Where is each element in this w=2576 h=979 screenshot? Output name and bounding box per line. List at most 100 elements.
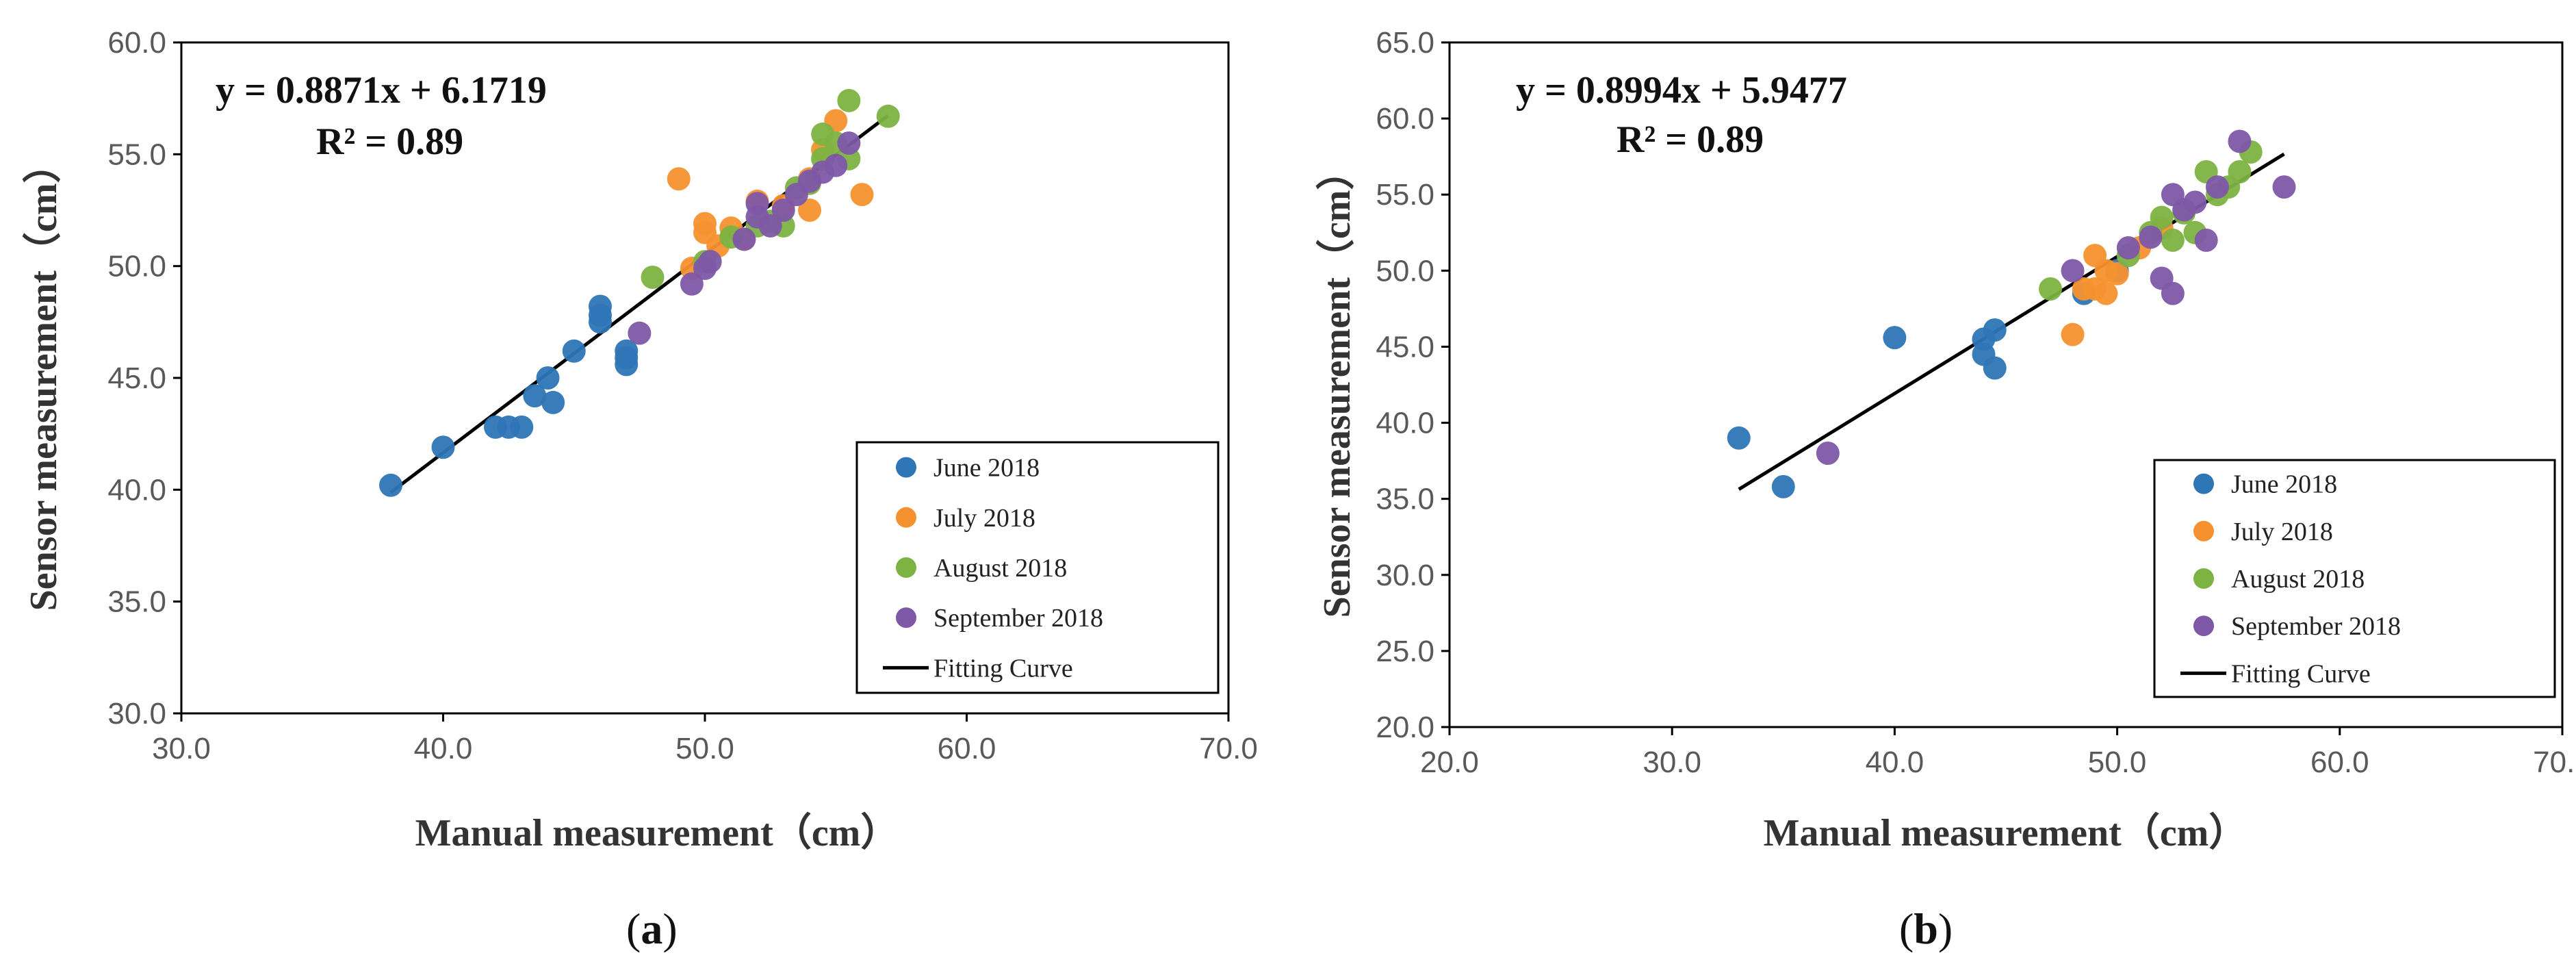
- chart-a-point-september-2018: [771, 199, 795, 222]
- chart-b-point-september-2018: [2161, 281, 2185, 305]
- chart-a-point-june-2018: [536, 366, 560, 390]
- chart-a-point-september-2018: [837, 131, 861, 155]
- chart-b-legend-label-june-2018: June 2018: [2231, 470, 2337, 499]
- chart-b-point-june-2018: [1983, 356, 2007, 380]
- chart-a-y-tick-label: 55.0: [107, 138, 166, 171]
- chart-a-point-september-2018: [628, 321, 652, 345]
- chart-a-r2: R² = 0.89: [316, 120, 463, 163]
- chart-b-y-tick-label: 20.0: [1376, 711, 1434, 744]
- chart-a-point-august-2018: [876, 104, 900, 128]
- chart-b-points: [1727, 129, 2296, 498]
- chart-a-x-tick-label: 70.0: [1199, 732, 1258, 765]
- chart-a-y-tick-label: 45.0: [107, 361, 166, 395]
- chart-b-x-tick-label: 60.0: [2310, 746, 2369, 779]
- chart-b-x-tick-label: 20.0: [1420, 746, 1479, 779]
- chart-b-legend-label-september-2018: September 2018: [2231, 612, 2401, 641]
- chart-b-x-tick-label: 50.0: [2088, 746, 2147, 779]
- chart-a-x-tick-label: 30.0: [152, 732, 211, 765]
- chart-a-point-september-2018: [680, 272, 704, 296]
- chart-b-axes: 20.0 30.0 40.0 50.0 60.0 70.0 20.0 25.0 30.0 35.0…: [1376, 26, 2576, 779]
- chart-b-point-september-2018: [2116, 236, 2140, 259]
- chart-b-point-june-2018: [1727, 426, 1751, 450]
- chart-b-y-tick-label: 45.0: [1376, 330, 1434, 364]
- chart-b-legend-swatch-september-2018: [2193, 615, 2214, 637]
- chart-a-panel-label: (a): [626, 904, 678, 953]
- chart-b-legend-label-july-2018: July 2018: [2231, 518, 2333, 546]
- chart-b-legend-label-august-2018: August 2018: [2231, 565, 2365, 594]
- chart-a-point-june-2018: [541, 390, 565, 414]
- chart-b-x-tick-label: 30.0: [1643, 746, 1701, 779]
- chart-a-point-august-2018: [837, 88, 861, 112]
- chart-a-panel-letter: a: [641, 904, 662, 953]
- chart-b-point-august-2018: [2161, 228, 2185, 252]
- chart-a-axes: 30.0 40.0 50.0 60.0 70.0 30.0 35.0 40.0 45.0 50.0…: [107, 26, 1257, 765]
- chart-b-legend-swatch-july-2018: [2193, 520, 2214, 542]
- chart-a-legend-label-fitting-curve: Fitting Curve: [933, 654, 1073, 683]
- chart-b-point-july-2018: [2061, 322, 2085, 346]
- chart-a-point-september-2018: [698, 250, 722, 274]
- chart-a-point-july-2018: [667, 167, 691, 191]
- chart-a-point-june-2018: [431, 435, 455, 459]
- chart-b-point-september-2018: [2061, 259, 2085, 283]
- chart-b-point-september-2018: [2194, 228, 2218, 252]
- chart-b-point-september-2018: [2272, 175, 2296, 199]
- chart-b-point-july-2018: [2094, 281, 2118, 305]
- chart-a-x-axis-title: Manual measurement（cm）: [415, 811, 899, 854]
- chart-a: 30.0 40.0 50.0 60.0 70.0 30.0 35.0 40.0 45.0 50.0…: [22, 26, 1258, 953]
- chart-a-point-september-2018: [824, 153, 848, 177]
- chart-a-point-august-2018: [641, 266, 665, 289]
- chart-a-legend: June 2018 July 2018 August 2018 September 2…: [855, 441, 1220, 694]
- chart-b-legend-box: [2153, 459, 2556, 698]
- chart-b-panel-label: (b): [1899, 904, 1953, 953]
- chart-b-y-axis-title: Sensor measurement（cm）: [1315, 152, 1358, 618]
- chart-b-point-june-2018: [1983, 318, 2007, 342]
- chart-a-y-tick-label: 30.0: [107, 697, 166, 730]
- chart-a-legend-label-september-2018: September 2018: [933, 604, 1103, 633]
- chart-b-point-september-2018: [2228, 129, 2252, 153]
- chart-b: 20.0 30.0 40.0 50.0 60.0 70.0 20.0 25.0 30.0 35.0…: [1315, 26, 2576, 953]
- chart-b-legend-swatch-june-2018: [2193, 473, 2214, 494]
- chart-b-x-tick-label: 40.0: [1866, 746, 1924, 779]
- chart-b-point-june-2018: [1771, 474, 1795, 498]
- chart-b-point-september-2018: [1816, 442, 1840, 465]
- chart-a-point-june-2018: [562, 339, 586, 363]
- chart-b-point-september-2018: [2183, 190, 2207, 214]
- chart-b-point-august-2018: [2150, 205, 2174, 229]
- chart-b-y-tick-label: 30.0: [1376, 559, 1434, 592]
- chart-b-y-tick-label: 65.0: [1376, 26, 1434, 60]
- chart-b-point-july-2018: [2105, 262, 2129, 285]
- chart-a-legend-swatch-september-2018: [896, 607, 916, 628]
- chart-b-legend: June 2018 July 2018 August 2018 September 2…: [2153, 459, 2556, 698]
- chart-a-point-june-2018: [510, 415, 534, 439]
- chart-b-y-tick-label: 60.0: [1376, 102, 1434, 136]
- chart-a-x-tick-label: 50.0: [675, 732, 734, 765]
- chart-b-panel-letter: b: [1914, 904, 1938, 953]
- chart-b-legend-label-fitting-curve: Fitting Curve: [2231, 659, 2371, 688]
- chart-a-point-june-2018: [615, 346, 639, 370]
- chart-a-legend-swatch-july-2018: [896, 507, 916, 528]
- chart-b-y-tick-label: 50.0: [1376, 254, 1434, 288]
- chart-b-point-september-2018: [2205, 175, 2229, 199]
- chart-b-point-august-2018: [2228, 160, 2252, 183]
- chart-a-y-axis-title: Sensor measurement（cm）: [22, 145, 65, 611]
- chart-a-x-tick-label: 60.0: [938, 732, 996, 765]
- chart-a-point-july-2018: [850, 183, 874, 207]
- chart-a-point-september-2018: [732, 227, 756, 251]
- chart-b-y-tick-label: 25.0: [1376, 635, 1434, 668]
- chart-a-x-tick-label: 40.0: [414, 732, 473, 765]
- chart-a-legend-swatch-august-2018: [896, 557, 916, 578]
- chart-b-legend-swatch-august-2018: [2193, 568, 2214, 589]
- chart-a-legend-label-august-2018: August 2018: [933, 554, 1067, 583]
- chart-a-point-june-2018: [523, 384, 547, 408]
- chart-a-legend-swatch-june-2018: [896, 457, 916, 478]
- chart-a-y-tick-label: 40.0: [107, 473, 166, 507]
- chart-b-r2: R² = 0.89: [1617, 118, 1764, 161]
- chart-a-point-september-2018: [758, 214, 782, 238]
- chart-a-points: [379, 88, 900, 497]
- chart-b-point-june-2018: [1883, 326, 1907, 350]
- chart-a-legend-box: [855, 441, 1220, 694]
- chart-a-point-july-2018: [798, 199, 821, 222]
- chart-b-point-september-2018: [2139, 225, 2163, 249]
- chart-b-point-august-2018: [2039, 277, 2063, 301]
